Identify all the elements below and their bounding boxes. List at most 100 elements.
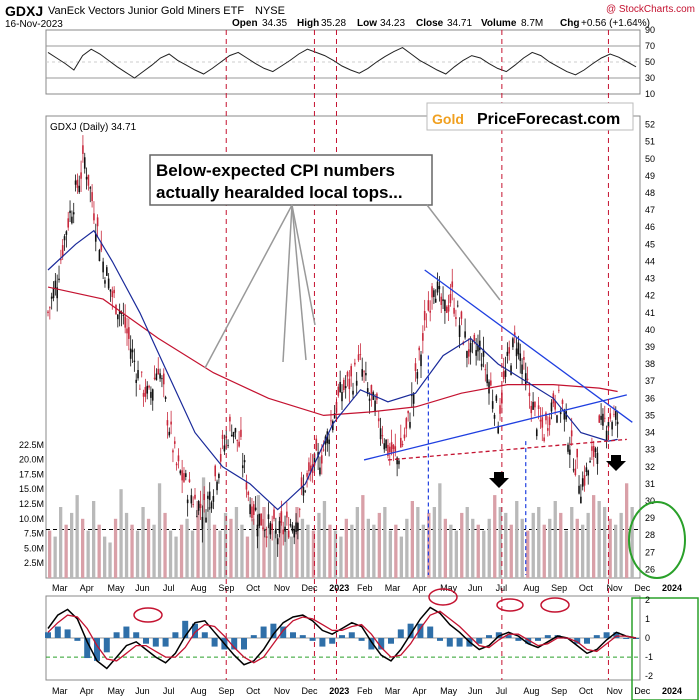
candle-body [291, 525, 294, 532]
x-tick-label: Apr [80, 583, 94, 593]
candle-body [186, 499, 189, 504]
volume-bar [48, 530, 52, 578]
x-tick-label: Dec [302, 686, 319, 696]
macd-histogram-bar [270, 623, 277, 638]
candle-body [52, 287, 55, 299]
volume-bar [339, 536, 343, 578]
candle-body [425, 326, 428, 328]
volume-bar [361, 495, 365, 578]
x-tick-label: Mar [385, 583, 401, 593]
candle-body [269, 522, 272, 535]
candle-body [254, 507, 257, 511]
volume-bar [185, 518, 189, 578]
down-arrow-icon [489, 472, 509, 488]
candle-body [394, 446, 397, 452]
rsi-tick-label: 90 [645, 25, 655, 35]
macd-projection-box [631, 597, 699, 700]
candle-body [444, 299, 446, 312]
candle-body [298, 508, 301, 510]
candle-body [547, 428, 549, 431]
volume-bar [471, 518, 475, 578]
candle-body [433, 290, 435, 297]
candle-body [232, 431, 235, 438]
volume-bar [306, 524, 310, 578]
candle-body [442, 299, 444, 302]
volume-bar [619, 512, 623, 578]
macd-histogram-bar [74, 638, 81, 641]
candle-body [456, 305, 459, 307]
macd-histogram-bar [544, 635, 551, 638]
candle-body [416, 372, 419, 379]
price-tick-label: 34 [645, 428, 655, 438]
candle-body [256, 524, 259, 537]
candle-body [532, 401, 534, 410]
x-tick-label: Apr [80, 686, 94, 696]
candle-body [499, 405, 501, 414]
candle-body [451, 281, 454, 288]
candle-body [170, 421, 172, 425]
candle-body [241, 465, 244, 469]
candle-body [229, 416, 231, 422]
as-of-date: 16-Nov-2023 [5, 19, 63, 30]
candle-body [370, 385, 373, 396]
macd-histogram-bar [437, 638, 443, 641]
candle-body [578, 485, 580, 494]
candle-body [585, 467, 588, 472]
candle-body [422, 333, 424, 341]
candle-body [332, 421, 334, 431]
candle-body [589, 460, 591, 463]
candle-body [91, 192, 93, 202]
candle-body [54, 280, 57, 289]
candle-body [89, 187, 92, 189]
volume-axis: 22.5M 20.0M 17.5M 15.0M 12.5M 10.0M 7.5M 5.0M 2.… [19, 440, 640, 568]
candle-body [572, 469, 575, 471]
macd-highlight-ellipse [496, 598, 524, 612]
candle-body [517, 342, 520, 355]
candle-body [377, 418, 380, 422]
candle-body [150, 391, 152, 398]
price-tick-label: 48 [645, 188, 655, 198]
macd-histogram-bar [113, 632, 120, 638]
price-tick-label: 27 [645, 547, 655, 557]
price-tick-label: 44 [645, 256, 655, 266]
candle-body [177, 455, 180, 462]
candle-body [219, 454, 222, 462]
candle-body [412, 393, 415, 404]
x-tick-label: Sep [218, 583, 234, 593]
candle-body [583, 475, 586, 486]
candle-body [260, 513, 262, 526]
candle-body [286, 511, 288, 518]
candle-body [227, 445, 229, 446]
trendline [363, 394, 627, 461]
x-tick-label: Nov [274, 583, 291, 593]
volume-bar [405, 518, 409, 578]
ma50-line [47, 229, 618, 511]
macd-histogram-bar [495, 632, 502, 638]
candle-body [480, 363, 483, 367]
volume-bar [179, 524, 184, 578]
annotation-line-2: actually hearalded local tops... [156, 183, 403, 202]
volume-bar [592, 495, 596, 578]
candle-body [401, 444, 404, 446]
volume-bar [262, 507, 266, 578]
price-tick-label: 43 [645, 274, 655, 284]
candle-body [524, 373, 527, 385]
volume-bar [388, 530, 392, 578]
macd-tick-label: -1 [645, 652, 653, 662]
candle-body [581, 478, 584, 487]
logo-frame [426, 102, 634, 131]
candle-body [197, 501, 200, 511]
macd-tick-label: 0 [645, 633, 650, 643]
macd-histogram-bar [192, 623, 198, 638]
candle-body [151, 389, 154, 401]
volume-bar [625, 483, 629, 578]
candle-body [592, 445, 595, 457]
macd-histogram-bar [133, 632, 140, 638]
candle-body [354, 362, 356, 365]
x-tick-label: Jun [468, 583, 483, 593]
volume-bar [454, 530, 458, 578]
price-tick-label: 42 [645, 291, 655, 301]
x-tick-label: Mar [385, 686, 401, 696]
candle-body [455, 317, 457, 320]
